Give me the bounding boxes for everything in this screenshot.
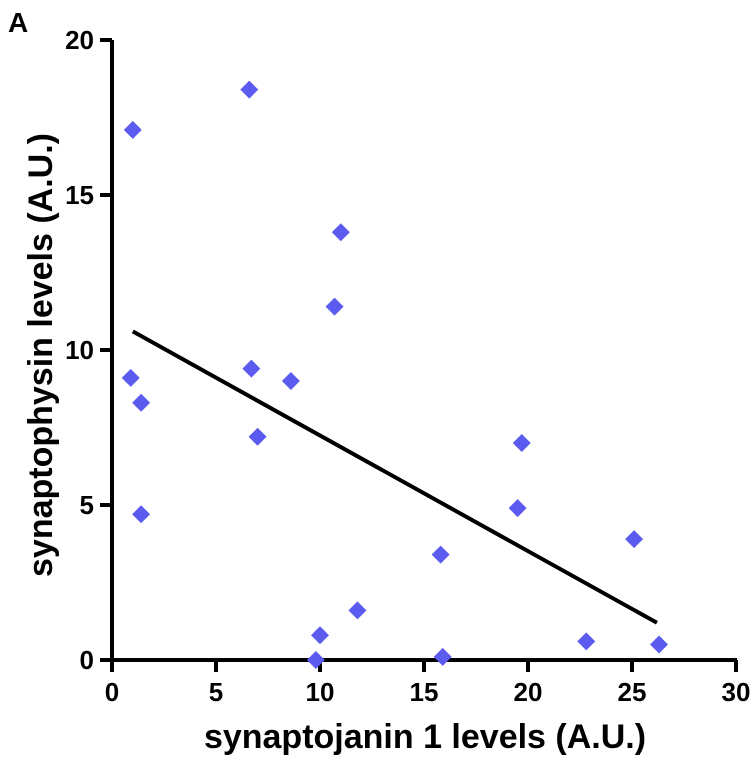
data-point xyxy=(433,647,452,666)
data-point xyxy=(240,80,259,99)
panel-label: A xyxy=(8,7,28,38)
data-point xyxy=(348,601,367,620)
x-tick-label: 15 xyxy=(410,677,439,707)
data-point xyxy=(242,359,261,378)
x-tick-label: 30 xyxy=(722,677,751,707)
y-tick-label: 5 xyxy=(80,490,94,520)
y-axis-title: synaptophysin levels (A.U.) xyxy=(22,133,60,577)
data-point xyxy=(331,223,350,242)
x-ticks: 0 5 10 15 20 25 30 xyxy=(105,660,751,707)
y-ticks: 0 5 10 15 20 xyxy=(65,25,112,675)
axes xyxy=(110,40,737,662)
data-point xyxy=(431,545,450,564)
data-point xyxy=(577,632,596,651)
data-point xyxy=(306,651,325,669)
data-point xyxy=(650,635,669,654)
data-points xyxy=(121,80,669,669)
y-tick-label: 10 xyxy=(65,335,94,365)
data-point xyxy=(311,626,329,645)
data-point xyxy=(512,434,531,452)
x-tick-label: 25 xyxy=(618,677,647,707)
regression-line-group xyxy=(131,329,658,625)
y-tick-label: 15 xyxy=(65,180,94,210)
data-point xyxy=(248,427,267,446)
x-tick-label: 0 xyxy=(105,677,119,707)
data-point xyxy=(123,120,142,139)
data-point xyxy=(325,297,344,316)
data-point xyxy=(132,505,151,524)
y-tick-label: 20 xyxy=(65,25,94,55)
x-tick-label: 5 xyxy=(209,677,223,707)
regression-line xyxy=(131,329,658,625)
data-point xyxy=(281,372,300,390)
data-point xyxy=(625,530,644,549)
x-tick-label: 20 xyxy=(514,677,543,707)
data-point xyxy=(508,499,527,518)
data-point xyxy=(121,368,140,387)
x-tick-label: 10 xyxy=(306,677,335,707)
y-tick-label: 0 xyxy=(80,645,94,675)
data-point xyxy=(132,393,151,412)
x-axis-title: synaptojanin 1 levels (A.U.) xyxy=(204,718,646,756)
